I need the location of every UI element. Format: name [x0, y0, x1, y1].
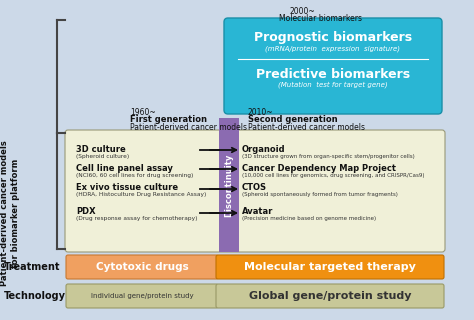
Text: Cell line panel assay: Cell line panel assay [76, 164, 173, 173]
Bar [219, 118, 239, 252]
Text: 1960~: 1960~ [130, 108, 156, 117]
FancyBboxPatch shape [216, 255, 444, 279]
Text: (mRNA/protein  expression  signature): (mRNA/protein expression signature) [265, 46, 401, 52]
Text: Patient-derived cancer models: Patient-derived cancer models [130, 123, 247, 132]
Text: (3D structure grown from organ-specific stem/progenitor cells): (3D structure grown from organ-specific … [242, 154, 415, 159]
FancyBboxPatch shape [66, 284, 218, 308]
Text: Cytotoxic drugs: Cytotoxic drugs [96, 262, 188, 272]
Text: Treatment: Treatment [4, 262, 61, 272]
FancyBboxPatch shape [66, 255, 218, 279]
Text: Avatar: Avatar [242, 207, 273, 216]
Text: (HDRA, Histoculture Drug Resistance Assay): (HDRA, Histoculture Drug Resistance Assa… [76, 192, 206, 197]
Text: Patient-derived cancer models: Patient-derived cancer models [248, 123, 365, 132]
Text: (Mutation  test for target gene): (Mutation test for target gene) [278, 82, 388, 88]
Text: (Drug response assay for chemotherapy): (Drug response assay for chemotherapy) [76, 216, 198, 221]
Text: Individual gene/protein study: Individual gene/protein study [91, 293, 193, 299]
Text: (Precision medicine based on genome medicine): (Precision medicine based on genome medi… [242, 216, 376, 221]
Text: Patient-derived cancer models
for biomarker platform: Patient-derived cancer models for biomar… [0, 140, 20, 286]
Text: Technology: Technology [4, 291, 66, 301]
Text: Predictive biomarkers: Predictive biomarkers [256, 68, 410, 81]
Text: Organoid: Organoid [242, 145, 286, 154]
Text: 2000~: 2000~ [290, 7, 316, 16]
Text: 3D culture: 3D culture [76, 145, 126, 154]
Text: Molecular biomarkers: Molecular biomarkers [279, 14, 362, 23]
Text: (Spheroid spontaneously formed from tumor fragments): (Spheroid spontaneously formed from tumo… [242, 192, 398, 197]
Text: Prognostic biomarkers: Prognostic biomarkers [254, 31, 412, 44]
Text: Second generation: Second generation [248, 115, 337, 124]
FancyBboxPatch shape [65, 130, 445, 252]
Text: Discontinuity: Discontinuity [225, 153, 234, 217]
FancyBboxPatch shape [216, 284, 444, 308]
Text: Molecular targeted therapy: Molecular targeted therapy [244, 262, 416, 272]
Text: PDX: PDX [76, 207, 96, 216]
Text: (10,000 cell lines for genomics, drug screening, and CRISPR/Cas9): (10,000 cell lines for genomics, drug sc… [242, 173, 425, 178]
Text: Cancer Dependency Map Project: Cancer Dependency Map Project [242, 164, 396, 173]
Text: Global gene/protein study: Global gene/protein study [249, 291, 411, 301]
Text: 2010~: 2010~ [248, 108, 273, 117]
Text: Ex vivo tissue culture: Ex vivo tissue culture [76, 183, 178, 192]
Text: CTOS: CTOS [242, 183, 267, 192]
Text: First generation: First generation [130, 115, 207, 124]
Text: (Spheroid culture): (Spheroid culture) [76, 154, 129, 159]
Text: (NCI60, 60 cell lines for drug screening): (NCI60, 60 cell lines for drug screening… [76, 173, 193, 178]
FancyBboxPatch shape [224, 18, 442, 114]
